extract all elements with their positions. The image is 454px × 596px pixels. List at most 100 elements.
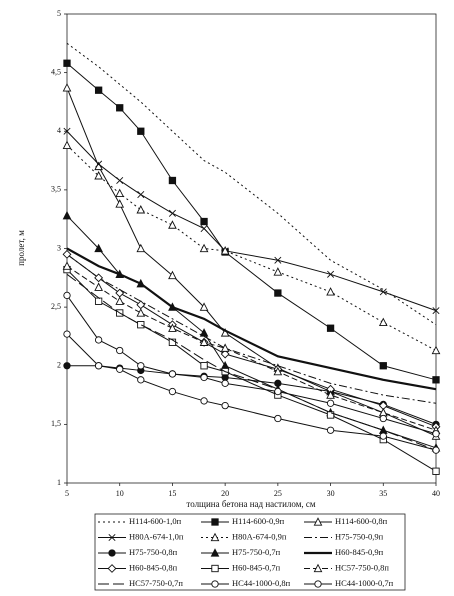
data-point — [221, 401, 229, 410]
y-tick-label: 4 — [57, 126, 61, 135]
data-point — [95, 160, 103, 168]
data-point — [273, 366, 283, 376]
data-point — [199, 243, 209, 253]
data-point — [136, 243, 146, 253]
data-point — [116, 346, 124, 355]
legend-marker — [313, 563, 323, 573]
x-tick-label: 10 — [116, 489, 124, 498]
data-point — [137, 127, 145, 135]
data-point — [63, 330, 71, 338]
y-tick-label: 2 — [57, 361, 61, 370]
data-point — [63, 127, 71, 135]
data-point — [115, 199, 125, 208]
data-point — [432, 307, 440, 315]
data-point — [200, 362, 208, 370]
data-point — [274, 256, 282, 264]
data-point — [63, 291, 71, 300]
legend-box — [94, 513, 406, 591]
series-line — [66, 42, 437, 326]
data-point — [220, 349, 230, 359]
data-point — [136, 205, 146, 214]
data-point — [378, 317, 388, 327]
data-point — [326, 411, 335, 419]
data-point — [378, 407, 388, 417]
data-point — [94, 297, 103, 305]
data-point — [116, 365, 124, 373]
series-line — [66, 253, 437, 428]
data-point — [62, 140, 72, 149]
y-tick-label: 5 — [57, 9, 61, 18]
legend-label: Н60-845-0,9п — [335, 547, 384, 557]
data-point — [432, 467, 440, 475]
data-point — [115, 296, 125, 305]
data-point — [274, 289, 282, 297]
y-tick-label: 1 — [57, 478, 61, 487]
y-tick-label: 3 — [57, 243, 61, 252]
legend-label: Н75-750-0,9п — [335, 531, 384, 541]
legend-label: Н114-600-0,9п — [232, 516, 285, 526]
legend-marker — [211, 564, 219, 573]
data-point — [274, 387, 282, 396]
legend-label: Н75-750-0,7п — [232, 547, 281, 557]
data-point — [94, 243, 103, 253]
data-point — [432, 446, 440, 454]
data-point — [168, 220, 177, 229]
data-point — [136, 300, 146, 310]
legend-marker — [107, 564, 117, 573]
data-point — [62, 249, 72, 259]
data-point — [63, 362, 71, 370]
data-point — [168, 270, 177, 280]
legend-marker — [314, 580, 322, 588]
data-point — [137, 191, 145, 199]
data-point — [94, 282, 103, 291]
data-point — [220, 343, 230, 352]
legend-marker — [211, 580, 219, 588]
data-point — [62, 210, 72, 220]
data-point — [137, 321, 145, 329]
data-point — [326, 390, 335, 399]
legend-label: НС44-1000-0,8п — [232, 578, 291, 588]
x-axis-label: толщина бетона над настилом, см — [186, 499, 316, 509]
y-tick-label: 4,5 — [51, 67, 61, 76]
data-point — [62, 83, 72, 92]
data-point — [326, 324, 335, 332]
legend-label: Н114-600-1,0п — [129, 516, 182, 526]
x-tick-label: 35 — [379, 489, 387, 498]
legend-marker — [108, 549, 116, 557]
legend-label: Н60-845-0,7п — [232, 562, 281, 572]
data-point — [116, 104, 124, 112]
series-line — [66, 144, 437, 351]
x-tick-label: 5 — [65, 489, 69, 498]
data-point — [327, 270, 335, 278]
data-point — [273, 267, 283, 276]
data-point — [379, 288, 387, 296]
x-tick-label: 15 — [168, 489, 176, 498]
series-line — [66, 130, 437, 312]
x-tick-label: 40 — [432, 489, 440, 498]
data-point — [168, 209, 176, 217]
x-tick-label: 30 — [327, 489, 335, 498]
data-point — [220, 360, 230, 370]
plot-frame — [66, 13, 437, 484]
data-point — [63, 59, 71, 67]
data-point — [94, 273, 104, 283]
data-point — [432, 376, 440, 384]
legend-label: НС57-750-0,8п — [335, 562, 389, 572]
data-point — [220, 246, 230, 255]
y-tick-label: 1,5 — [51, 419, 61, 428]
data-point — [200, 217, 208, 226]
data-point — [200, 397, 208, 405]
data-point — [94, 86, 103, 94]
data-point — [94, 362, 103, 370]
data-point — [94, 171, 103, 180]
legend-label: НС44-1000-0,7п — [335, 578, 394, 588]
legend-label: Н60-845-0,8п — [129, 562, 178, 572]
data-point — [200, 225, 208, 233]
data-point — [379, 432, 387, 440]
legend-label: Н75-750-0,8п — [129, 547, 178, 557]
data-point — [168, 387, 177, 396]
data-point — [137, 376, 145, 384]
legend-marker — [211, 518, 219, 526]
